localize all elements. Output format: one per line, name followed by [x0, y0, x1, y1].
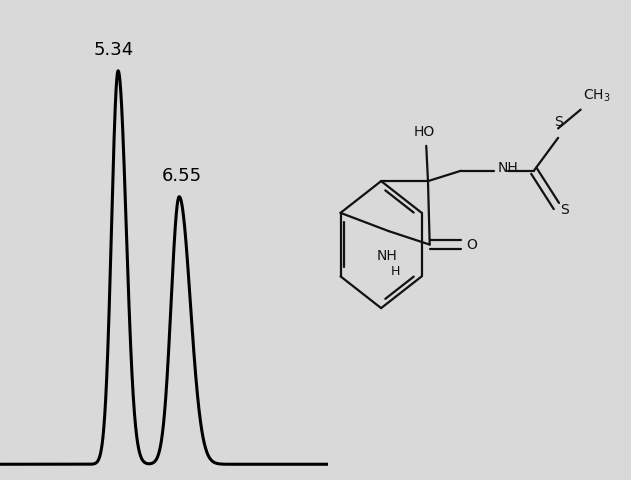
- Text: S: S: [554, 115, 562, 129]
- Text: O: O: [466, 238, 477, 252]
- Text: 5.34: 5.34: [94, 41, 134, 59]
- Text: NH: NH: [497, 161, 518, 175]
- Text: 6.55: 6.55: [162, 167, 202, 185]
- Text: NH: NH: [377, 249, 398, 263]
- Text: CH$_3$: CH$_3$: [584, 87, 611, 104]
- Text: HO: HO: [414, 125, 435, 139]
- Text: H: H: [391, 265, 400, 278]
- Text: S: S: [560, 203, 569, 217]
